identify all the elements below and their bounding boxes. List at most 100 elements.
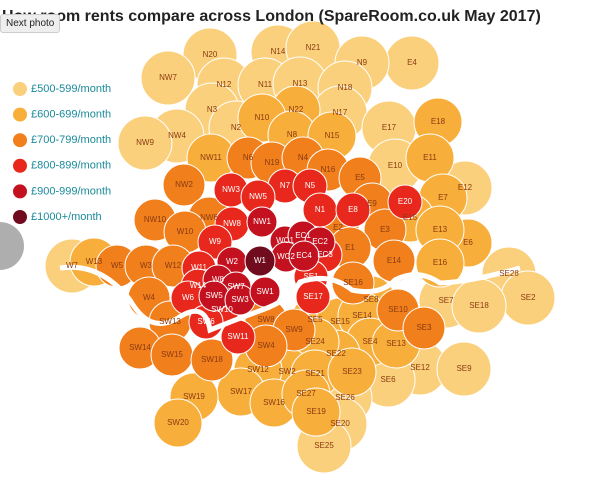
district-label: SE1 (303, 272, 319, 281)
districts (44, 20, 556, 474)
district-label: SE19 (306, 407, 326, 416)
district-area (327, 347, 377, 397)
district-label: NW11 (200, 153, 222, 162)
district-label: NW4 (168, 131, 186, 140)
district-area (117, 115, 173, 171)
legend-label: £600-699/month (31, 109, 111, 121)
district-label: SE17 (303, 292, 323, 301)
district-label: SW19 (183, 392, 205, 401)
district-label: E13 (433, 225, 448, 234)
district-label: N2 (231, 123, 242, 132)
district-label: SE22 (326, 349, 346, 358)
district-label: SE4 (362, 337, 378, 346)
district-label: SE20 (330, 419, 350, 428)
district-label: SW6 (197, 317, 215, 326)
district-label: N4 (298, 153, 309, 162)
district-label: NW8 (223, 219, 241, 228)
district-label: SW10 (211, 305, 233, 314)
district-label: SE10 (388, 305, 408, 314)
district-label: SE23 (342, 367, 362, 376)
district-label: E1 (345, 243, 355, 252)
district-label: W7 (66, 261, 79, 270)
district-label: N20 (203, 50, 218, 59)
district-label: E10 (388, 161, 403, 170)
district-label: SE9 (456, 364, 472, 373)
district-label: E5 (355, 173, 365, 182)
district-label: SE8 (363, 295, 379, 304)
district-label: E20 (398, 197, 413, 206)
district-label: SW9 (285, 325, 303, 334)
district-area (153, 398, 203, 448)
legend-swatch (13, 158, 27, 173)
district-label: N16 (321, 165, 336, 174)
district-label: N19 (265, 158, 280, 167)
legend-label: £500-599/month (31, 83, 111, 95)
district-label: SE13 (386, 339, 406, 348)
district-area (190, 338, 234, 382)
district-label: E18 (431, 117, 446, 126)
district-label: W12 (165, 261, 182, 270)
district-label: SE26 (335, 393, 355, 402)
legend-swatch (13, 133, 27, 148)
district-label: WC2 (277, 252, 295, 261)
district-label: SE5 (307, 315, 323, 324)
district-label: E15 (403, 213, 418, 222)
district-label: NW1 (253, 217, 271, 226)
district-label: W9 (209, 237, 222, 246)
district-label: SE2 (520, 293, 536, 302)
district-label: W14 (190, 281, 207, 290)
district-label: E2 (333, 223, 343, 232)
district-label: N6 (243, 153, 254, 162)
district-label: N8 (287, 130, 298, 139)
district-label: SW3 (231, 295, 249, 304)
district-label: SE14 (352, 311, 372, 320)
district-label: W5 (111, 261, 124, 270)
district-label: E9 (367, 199, 377, 208)
district-label: W6 (182, 293, 195, 302)
district-area (244, 245, 276, 277)
legend-label: £800-899/month (31, 160, 111, 172)
district-label: NW3 (222, 185, 240, 194)
district-label: WC1 (276, 236, 294, 245)
legend: £500-599/month £600-699/month £700-799/mon… (13, 82, 111, 224)
district-label: SE12 (410, 363, 430, 372)
district-label: NW5 (249, 192, 267, 201)
district-label: NW9 (136, 138, 154, 147)
district-label: W1 (254, 256, 267, 265)
district-label: N15 (325, 131, 340, 140)
district-label: N11 (258, 80, 273, 89)
next-photo-button[interactable]: Next photo (0, 14, 61, 33)
district-label: SW17 (230, 387, 252, 396)
district-label: W4 (143, 293, 156, 302)
district-label: SW4 (257, 341, 275, 350)
district-label: SW1 (256, 287, 274, 296)
district-area (402, 306, 446, 350)
district-labels: N20 N14 N21 E4 N9 NW7 N12 N11 N13 N18 N3 N22 N17 E18 N… (66, 43, 536, 450)
district-label: SW11 (227, 332, 249, 341)
district-label: N17 (333, 108, 348, 117)
district-area (246, 206, 278, 238)
district-label: E16 (433, 258, 448, 267)
district-label: N12 (217, 80, 232, 89)
district-label: SE28 (499, 269, 519, 278)
legend-swatch (13, 82, 27, 96)
district-label: SE27 (296, 389, 316, 398)
district-label: N10 (255, 113, 270, 122)
district-label: SW15 (161, 350, 183, 359)
district-label: W2 (226, 257, 239, 266)
district-label: E12 (458, 183, 473, 192)
district-label: SE25 (314, 441, 334, 450)
district-label: W13 (86, 257, 103, 266)
district-label: SE7 (438, 296, 454, 305)
prev-arrow[interactable] (0, 222, 24, 270)
district-label: SW20 (167, 418, 189, 427)
legend-label: £900-999/month (31, 185, 111, 197)
district-label: E17 (382, 123, 397, 132)
district-label: N9 (357, 58, 368, 67)
district-label: EC4 (296, 251, 312, 260)
district-label: SE18 (469, 301, 489, 310)
district-label: SE21 (305, 369, 325, 378)
district-label: SE24 (305, 337, 325, 346)
district-label: SE16 (343, 278, 363, 287)
